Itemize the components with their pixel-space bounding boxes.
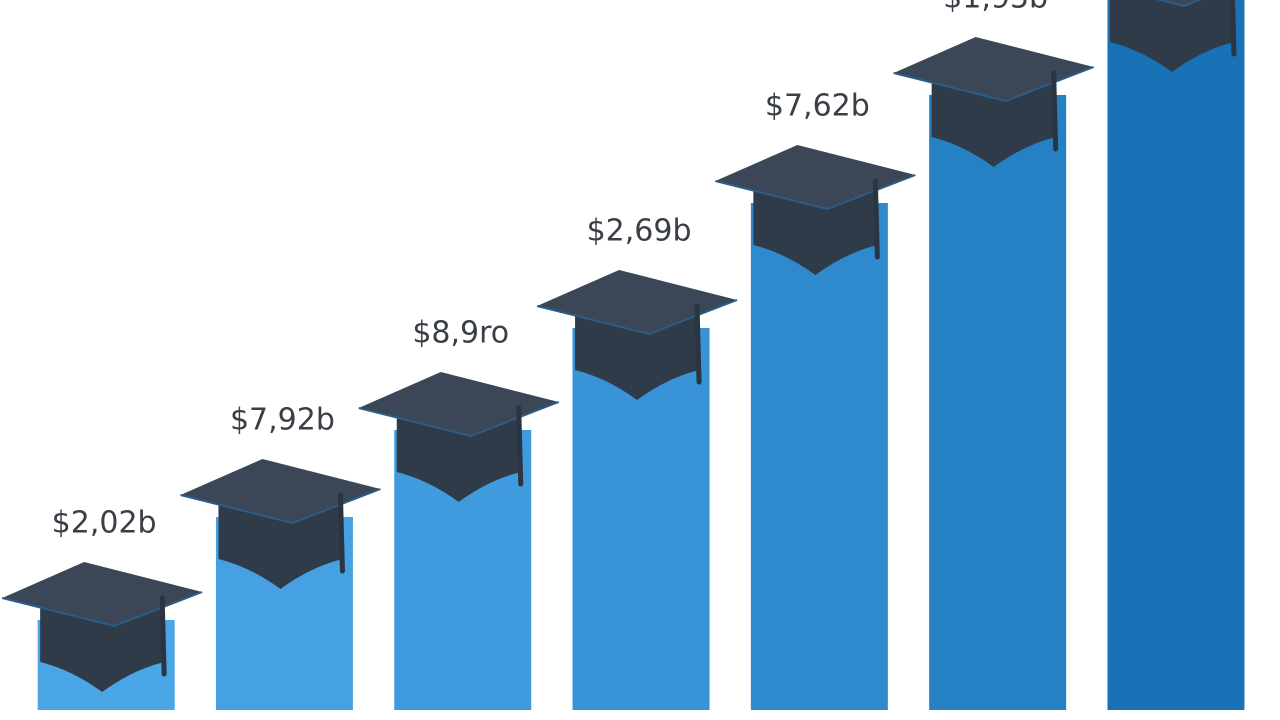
cap-skull xyxy=(396,414,521,502)
bar-annotation: $2,69b xyxy=(587,214,692,249)
bar xyxy=(929,95,1067,710)
cap-tassel xyxy=(1051,70,1059,152)
cap-board xyxy=(893,37,1094,101)
cap-board xyxy=(2,562,203,626)
bar-annotation: $7,92b xyxy=(230,403,335,438)
bar-annotation: $1,95b xyxy=(943,0,1048,16)
bar-annotation: $7,62b xyxy=(765,89,870,124)
bar xyxy=(750,203,888,710)
cap-edge xyxy=(1,591,203,628)
cap-skull xyxy=(40,604,165,692)
cap-edge xyxy=(536,299,738,336)
cap-board xyxy=(180,459,381,523)
cap-tassel xyxy=(694,303,702,385)
cap-tassel xyxy=(159,595,167,677)
cap-tassel xyxy=(337,492,345,574)
cap-skull xyxy=(575,312,700,400)
cap-skull xyxy=(1109,0,1234,72)
cap-edge xyxy=(358,401,560,438)
cap-board xyxy=(537,270,738,334)
bar xyxy=(1107,0,1245,710)
cap-skull xyxy=(218,501,343,589)
cap-skull xyxy=(931,79,1056,167)
cap-edge xyxy=(1155,0,1203,8)
cap-edge xyxy=(893,66,1095,103)
cap-tassel xyxy=(516,405,524,487)
bar-annotation: $2,02b xyxy=(52,506,157,541)
cap-tassel xyxy=(872,178,880,260)
cap-tassel xyxy=(1230,0,1237,57)
cap-board xyxy=(358,372,559,436)
cap-edge xyxy=(715,174,916,211)
cap-skull xyxy=(753,187,878,275)
bar-annotation: $8,9ro xyxy=(412,316,509,351)
cap-board xyxy=(715,145,916,209)
cap-edge xyxy=(180,488,381,525)
